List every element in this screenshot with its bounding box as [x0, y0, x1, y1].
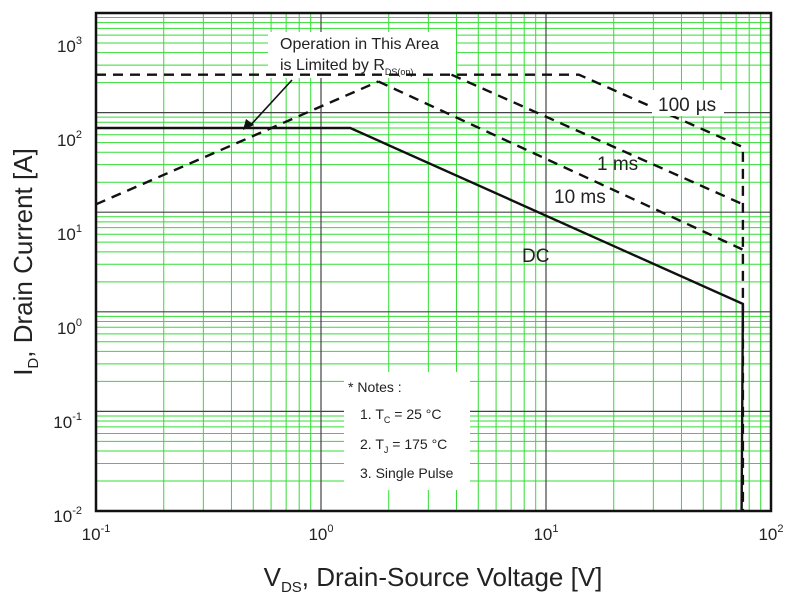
- notes-title: * Notes :: [348, 379, 402, 395]
- y-tick-base: 10: [57, 319, 76, 338]
- y-tick-labels: 103 102 101 100 10-1 10-2: [53, 35, 82, 526]
- note-1-prefix: 1. T: [360, 406, 384, 422]
- note-2: 2. TJ = 175 °C: [360, 436, 447, 455]
- series-line-rds-limit-4: [95, 80, 379, 206]
- y-tick-base: 10: [53, 413, 72, 432]
- label-100us-num: 100: [658, 95, 690, 116]
- label-1ms: 1 ms: [597, 154, 638, 175]
- y-tick-label-1e1: 101: [57, 223, 82, 244]
- note-1-sub: C: [384, 415, 391, 425]
- y-tick-exp: 3: [76, 35, 82, 47]
- x-tick-base: 10: [533, 525, 552, 544]
- series-line-dc: [96, 126, 745, 512]
- x-axis-label-sub: DS: [281, 579, 302, 596]
- x-tick-labels: 10-1 100 101 102: [82, 523, 784, 544]
- y-tick-exp: 0: [76, 317, 82, 329]
- x-tick-exp: 1: [552, 523, 558, 535]
- x-axis-label-rest: , Drain-Source Voltage [V]: [302, 562, 603, 592]
- x-tick-base: 10: [308, 525, 327, 544]
- note-1: 1. TC = 25 °C: [360, 406, 442, 425]
- note-2-prefix: 2. T: [360, 436, 384, 452]
- x-tick-label-1e-1: 10-1: [82, 523, 111, 544]
- series-line-1-ms: [451, 73, 744, 206]
- y-axis-label-rest: , Drain Current [A]: [8, 148, 38, 358]
- label-dc: DC: [522, 246, 549, 267]
- note-1-rest: = 25 °C: [390, 406, 441, 422]
- y-axis-label-sub: D: [25, 358, 42, 369]
- y-tick-label-1e3: 103: [57, 35, 82, 56]
- y-tick-base: 10: [57, 131, 76, 150]
- x-tick-label-1e0: 100: [308, 523, 333, 544]
- x-tick-exp: 2: [777, 523, 783, 535]
- x-tick-label-1e1: 101: [533, 523, 558, 544]
- x-tick-base: 10: [82, 525, 101, 544]
- grid-minor: [96, 13, 771, 511]
- y-tick-base: 10: [57, 225, 76, 244]
- note-2-rest: = 175 °C: [388, 436, 447, 452]
- y-tick-label-1e-1: 10-1: [53, 411, 82, 432]
- x-tick-label-1e2: 102: [758, 523, 783, 544]
- region-annotation-line1: Operation in This Area: [280, 36, 439, 53]
- notes-box: [344, 372, 470, 490]
- y-tick-label-1e0: 100: [57, 317, 82, 338]
- y-tick-exp: -2: [72, 505, 82, 517]
- y-tick-exp: -1: [72, 411, 82, 423]
- y-tick-label-1e-2: 10-2: [53, 505, 82, 526]
- x-tick-exp: -1: [101, 523, 111, 535]
- plot-frame: [94, 11, 773, 513]
- y-axis-label: ID, Drain Current [A]: [8, 148, 42, 376]
- label-100us-bg: [652, 90, 724, 116]
- x-tick-exp: 0: [327, 523, 333, 535]
- y-tick-label-1e2: 102: [57, 129, 82, 150]
- region-annotation-arrow-shaft: [247, 79, 293, 129]
- note-2-sub: J: [384, 445, 389, 455]
- note-3: 3. Single Pulse: [360, 465, 454, 481]
- y-tick-base: 10: [57, 37, 76, 56]
- x-axis-label: VDS, Drain-Source Voltage [V]: [264, 562, 603, 596]
- y-tick-exp: 2: [76, 129, 82, 141]
- region-annotation-box: [268, 32, 456, 78]
- label-100us-unit: µs: [696, 95, 716, 116]
- label-100us: 100 µs: [658, 95, 716, 116]
- y-tick-base: 10: [53, 507, 72, 526]
- region-annotation-line2-sub: DS(on): [385, 67, 414, 77]
- region-annotation-line2: is Limited by RDS(on): [280, 57, 413, 77]
- x-tick-base: 10: [758, 525, 777, 544]
- region-annotation-line2-prefix: is Limited by R: [280, 57, 385, 74]
- y-axis-label-main: I: [8, 369, 38, 376]
- label-10ms: 10 ms: [554, 187, 606, 208]
- y-tick-exp: 1: [76, 223, 82, 235]
- x-axis-label-main: V: [264, 562, 282, 592]
